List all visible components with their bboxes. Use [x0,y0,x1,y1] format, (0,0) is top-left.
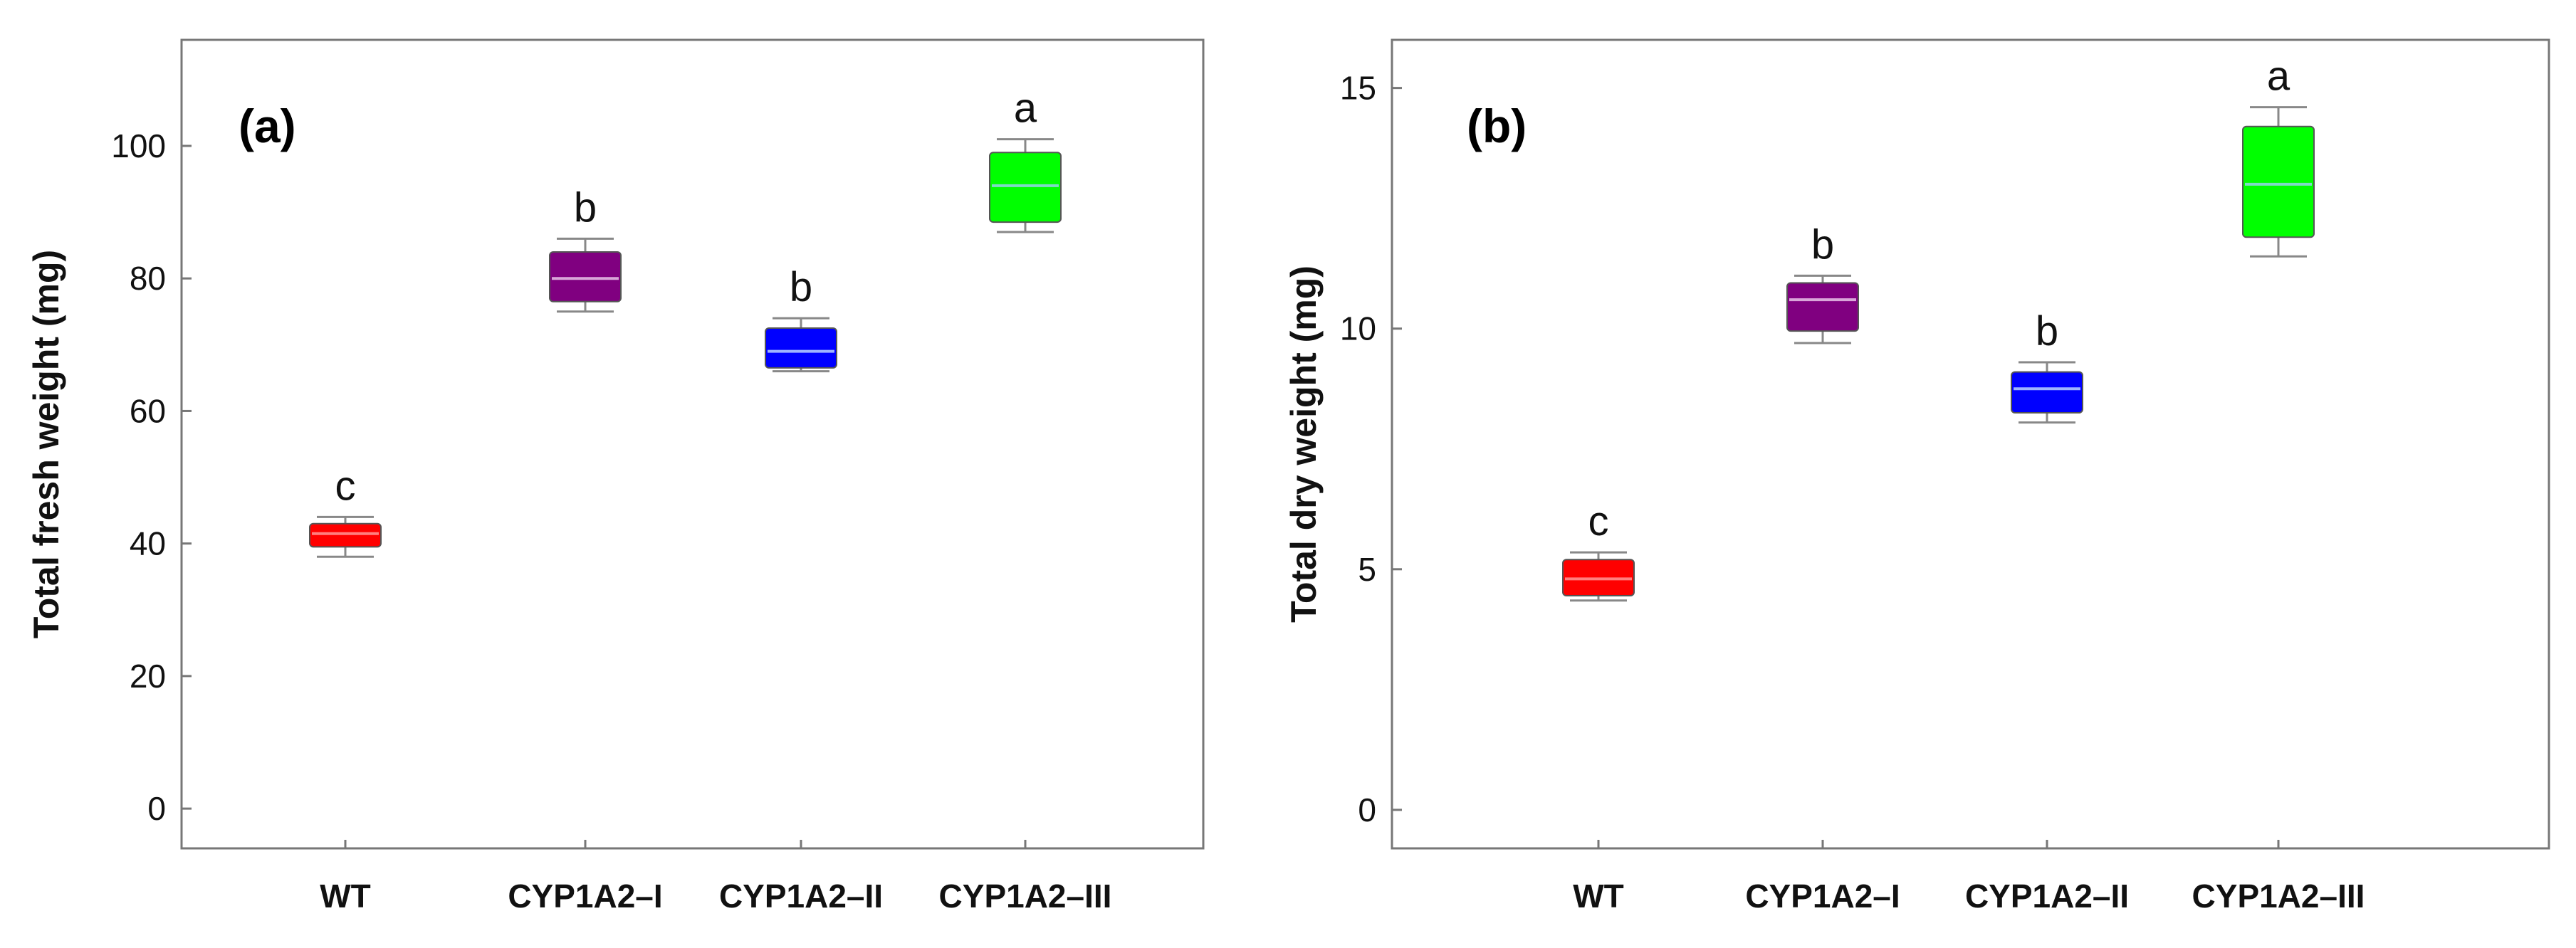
panel-b-y-tick-label: 15 [1340,70,1376,107]
panel-a-significance-letter: b [574,184,597,231]
panel-a-y-axis-title: Total fresh weight (mg) [26,250,66,638]
panel-a-y-tick-label: 100 [111,127,166,164]
panel-b-significance-letter: a [2267,53,2290,100]
panel-b-x-category-label: CYP1A2–II [1965,878,2129,915]
panel-b-y-axis-title: Total dry weight (mg) [1284,265,1324,623]
panel-a-y-tick-label: 80 [130,260,166,297]
panel-a-y-tick-label: 60 [130,392,166,429]
panel-b-x-category-label: CYP1A2–III [2192,878,2365,915]
panel-a-box-2 [765,327,837,369]
panel-a-significance-letter: b [790,264,812,310]
panel-b-x-category-label: WT [1573,878,1624,915]
panel-b-y-tick-label: 0 [1358,791,1376,828]
panel-a-label: (a) [239,100,296,152]
panel-b-box-2 [2011,371,2083,414]
panel-a-x-category-label: CYP1A2–I [508,878,662,915]
panel-b-box-3 [2242,125,2315,238]
panel-b-significance-letter: b [1811,221,1834,268]
panel-b-label: (b) [1467,100,1527,152]
panel-a: (a) Total fresh weight (mg) 0 20 40 60 80 100… [0,0,1237,948]
panel-b-x-category-label: CYP1A2–I [1745,878,1900,915]
panel-b-box-1 [1786,282,1859,332]
panel-a-x-category-label: CYP1A2–II [719,878,883,915]
panel-a-box-3 [989,152,1062,223]
panel-a-y-tick-label: 20 [130,658,166,695]
panel-b-significance-letter: c [1588,498,1609,544]
panel-a-significance-letter: c [335,463,356,509]
panel-a-box-0 [309,522,382,548]
panel-b-significance-letter: b [2036,308,2058,354]
panel-a-x-category-label: WT [320,878,371,915]
panel-b-y-tick-label: 5 [1358,551,1376,588]
panel-a-box-1 [549,251,622,302]
panel-b-plot-frame [1391,38,2550,850]
panel-a-background [0,0,1237,948]
panel-a-y-tick-label: 40 [130,525,166,562]
panel-a-plot-frame [180,38,1205,850]
panel-b-y-tick-label: 10 [1340,310,1376,347]
panel-b: (b) Total dry weight (mg) 0 5 10 15 WT CYP1A2… [1284,38,2550,915]
panel-a-y-tick-label: 0 [147,790,166,827]
panel-a-x-category-label: CYP1A2–III [939,878,1112,915]
panel-a-significance-letter: a [1014,85,1037,132]
